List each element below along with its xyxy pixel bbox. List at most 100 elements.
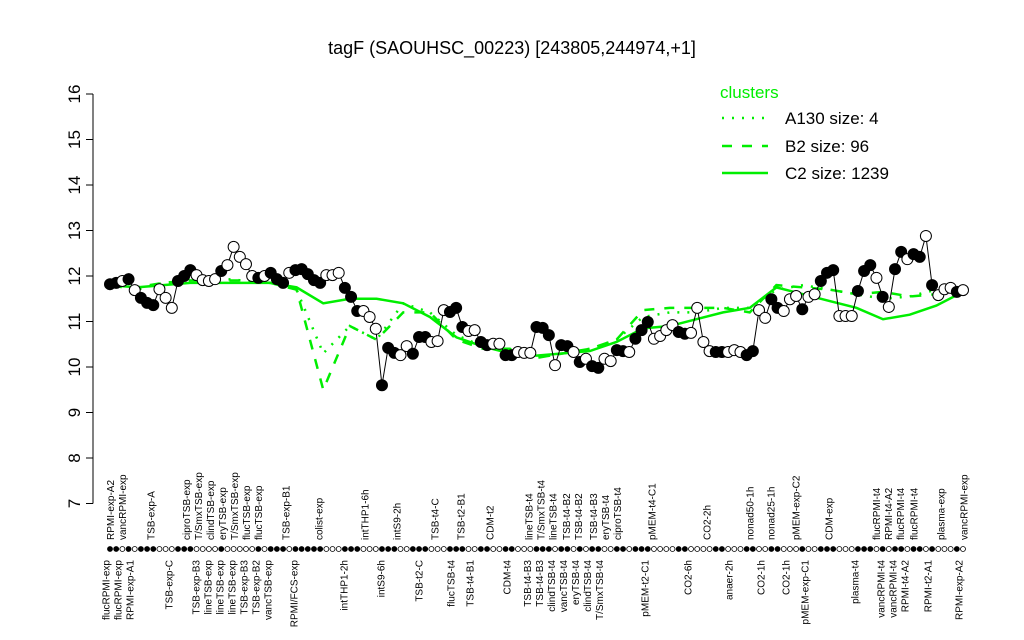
strip-dot	[372, 546, 379, 552]
strip-dot	[175, 546, 181, 552]
data-point	[375, 379, 388, 392]
x-label-bottom: pMEM-exp-C1	[801, 560, 812, 625]
strip-dot	[168, 546, 175, 552]
strip-dot	[595, 546, 602, 552]
x-label-bottom: vancTSB-exp	[264, 560, 275, 620]
strip-dot	[181, 546, 188, 552]
data-point	[604, 355, 617, 368]
chart-title: tagF (SAOUHSC_00223) [243805,244974,+1]	[328, 38, 696, 59]
x-label-top: nonad25-1h	[767, 487, 778, 540]
x-label-bottom: plasma-t4	[851, 560, 862, 604]
data-point	[753, 304, 766, 317]
strip-dot	[317, 546, 324, 552]
strip-dot	[885, 546, 892, 552]
data-point	[623, 345, 636, 358]
strip-dot	[403, 546, 410, 552]
strip-dot	[453, 546, 460, 552]
strip-dot	[397, 546, 404, 552]
x-label-top: ciproTSB-exp	[182, 479, 193, 540]
x-label-top: eryTSB-exp	[218, 487, 229, 540]
data-point	[239, 258, 252, 271]
x-label-top: pMEM-t4-C1	[648, 483, 659, 540]
strip-dot	[960, 546, 966, 552]
strip-dot	[205, 546, 212, 552]
strip-dot	[688, 546, 694, 552]
data-point	[450, 301, 463, 314]
strip-dot	[848, 546, 855, 552]
data-point	[641, 315, 654, 328]
strip-dot	[533, 546, 540, 552]
strip-dot	[613, 546, 620, 552]
data-point	[691, 301, 704, 314]
x-label-bottom: RPMI-exp-A2	[955, 560, 966, 620]
strip-dot	[187, 546, 194, 552]
data-point	[808, 288, 821, 301]
strip-dot	[150, 546, 157, 552]
strip-dot	[706, 546, 713, 552]
x-label-top: colist-exp	[315, 497, 326, 540]
legend-label-c2: C2 size: 1239	[785, 164, 889, 183]
x-label-top: CDM-t2	[486, 505, 497, 540]
x-label-bottom: TSB-exp-B3	[192, 560, 203, 615]
strip-dot	[119, 546, 126, 552]
strip-dot	[898, 546, 905, 552]
x-label-top: flucTSB-exp	[242, 485, 253, 540]
x-label-top: lineTSB-t4	[524, 493, 535, 540]
strip-dot	[502, 546, 509, 552]
data-point	[165, 301, 178, 314]
strip-dot	[484, 546, 490, 552]
data-point	[827, 264, 840, 277]
strip-dot	[335, 546, 342, 552]
x-label-top: plasma-exp	[937, 488, 948, 540]
x-label-bottom: lineTSB-exp	[204, 560, 215, 615]
x-label-top: RPMI-exp-A2	[106, 480, 117, 540]
strip-dot	[261, 546, 268, 552]
strip-dot	[131, 546, 138, 552]
x-label-top: intS9-2h	[393, 503, 404, 540]
strip-dot	[873, 546, 880, 552]
strip-dot	[508, 546, 515, 552]
y-axis: 7 8 9 10 11 12 13 14 15 16	[65, 85, 94, 508]
strip-dot	[855, 546, 861, 552]
x-label-top: TSB-t4-B2	[562, 493, 573, 540]
strip-dot	[719, 546, 725, 552]
data-point	[957, 284, 969, 297]
x-label-top: TSB-t4-B2	[574, 493, 585, 540]
strip-dot	[243, 546, 249, 552]
x-label-top: T/SmxTSB-t4	[536, 480, 547, 540]
x-label-bottom: TSB-t4-B1	[466, 560, 477, 607]
x-label-top: intTHP1-6h	[361, 489, 372, 540]
strip-dot	[700, 546, 707, 552]
data-point	[338, 281, 351, 294]
strip-dot	[212, 546, 218, 552]
strip-dot	[836, 546, 843, 552]
data-point	[400, 340, 413, 353]
strip-dot	[552, 546, 558, 552]
x-label-bottom: vancRPMI-t4	[888, 560, 899, 618]
cluster-line-c2	[109, 281, 964, 357]
y-tick-label: 11	[65, 313, 84, 331]
data-point	[209, 273, 222, 286]
data-point	[221, 259, 234, 272]
data-point	[332, 266, 345, 279]
strip-dot	[861, 546, 868, 552]
strip-dot	[434, 546, 441, 552]
data-point	[592, 361, 605, 374]
legend-title: clusters	[720, 83, 779, 102]
x-label-bottom: RPMI/FCS-exp	[290, 560, 301, 628]
strip-dot	[471, 546, 478, 552]
cluster-line-b2	[109, 279, 964, 394]
x-label-top: pMEM-exp-C2	[792, 475, 803, 540]
data-point	[567, 345, 580, 358]
strip-dot	[570, 546, 577, 552]
strip-dot	[360, 546, 367, 552]
strip-dot	[193, 546, 200, 552]
strip-dot	[651, 546, 657, 552]
data-point	[524, 346, 537, 359]
data-point	[796, 303, 809, 316]
data-point	[814, 275, 827, 288]
strip-dot	[749, 546, 756, 552]
strip-dot	[477, 546, 484, 552]
strip-dot	[138, 546, 144, 552]
x-label-bottom: clindTSB-t4	[583, 560, 594, 612]
